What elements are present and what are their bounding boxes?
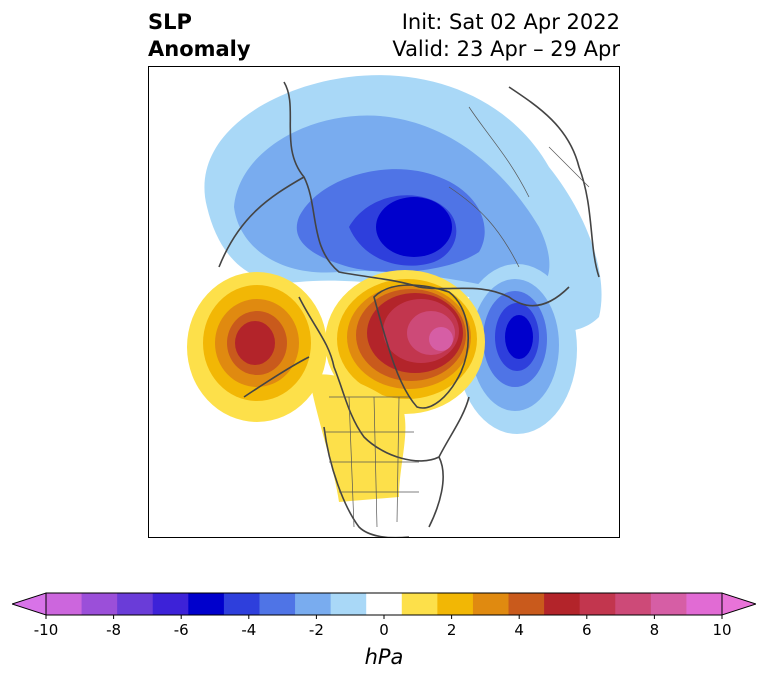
colorbar-bin [223,593,260,615]
colorbar-unit: hPa [364,645,404,669]
colorbar-bin [437,593,474,615]
colorbar-bin [579,593,616,615]
colorbar-tick-label: 6 [582,621,592,638]
colorbar: -10 -8 -6 -4 -2 0 2 4 6 8 10 [12,592,756,638]
colorbar-tick-label: -4 [241,621,256,638]
positive-anomaly-alaska [187,272,327,422]
coastlines [218,81,600,537]
map-svg [187,75,602,537]
colorbar-extend-low [12,592,47,616]
anomaly-map [148,66,620,538]
colorbar-bin [508,593,545,615]
colorbar-tick-label: -2 [309,621,324,638]
colorbar-bin [46,593,83,615]
colorbar-tick-label: 2 [447,621,457,638]
colorbar-bin [259,593,296,615]
map-title: SLP Anomaly [148,9,251,63]
colorbar-bin [117,593,154,615]
colorbar-bin [295,593,332,615]
colorbar-tick-label: 8 [650,621,660,638]
colorbar-bin [472,593,510,615]
boundaries [324,106,590,528]
colorbar-bin [401,593,438,615]
title-line-1: SLP [148,10,192,34]
colorbar-tick-label: -10 [34,621,59,638]
colorbar-tick-label: -8 [106,621,121,638]
colorbar-tick-label: 10 [712,621,731,638]
title-line-2: Anomaly [148,37,251,61]
init-date: Init: Sat 02 Apr 2022 [401,10,620,34]
colorbar-tick-label: 0 [379,621,389,638]
colorbar-bin [152,593,189,615]
colorbar-bin [188,593,225,615]
colorbar-bin [615,593,652,615]
valid-range: Valid: 23 Apr – 29 Apr [392,37,620,61]
colorbar-bin [366,593,403,615]
colorbar-bin [544,593,581,615]
colorbar-extend-high [721,592,756,616]
negative-anomaly-atlantic [457,264,577,434]
colorbar-tick-label: 4 [514,621,524,638]
positive-anomaly-greenland [325,270,485,414]
negative-anomaly-arctic [204,75,602,332]
forecast-dates: Init: Sat 02 Apr 2022 Valid: 23 Apr – 29… [392,9,620,63]
colorbar-bin [650,593,687,615]
colorbar-bin [686,593,723,615]
colorbar-tick-label: -6 [174,621,189,638]
colorbar-bin [330,593,367,615]
colorbar-bin [81,593,118,615]
